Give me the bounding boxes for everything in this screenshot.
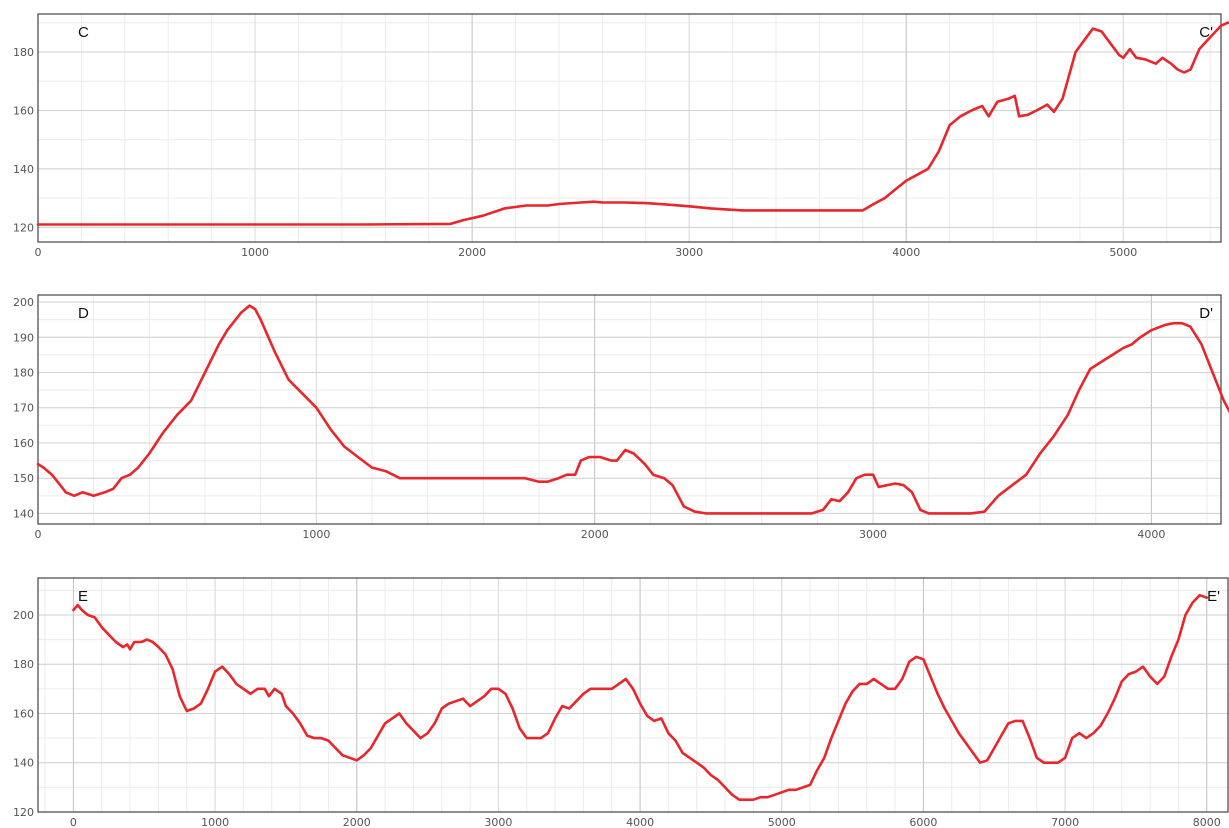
profile-chart-1: 0 1000 2000 3000 4000 5000 120 140 160 180 C C': [13, 13, 1229, 259]
x-tick-label: 7000: [1051, 816, 1079, 828]
x-tick-label: 1000: [302, 528, 330, 541]
x-tick-label: 3000: [484, 816, 512, 828]
plot-frame: [37, 294, 1222, 525]
y-tick-label: 180: [13, 367, 34, 380]
x-tick-label: 3000: [859, 528, 887, 541]
y-tick-label: 120: [13, 221, 34, 234]
x-tick-label: 3000: [675, 246, 703, 259]
x-tick-label: 4000: [1137, 528, 1165, 541]
plot-area: [38, 578, 1228, 812]
x-tick-label: 0: [35, 528, 42, 541]
y-tick-label: 160: [13, 104, 34, 117]
x-tick-label: 0: [70, 816, 77, 828]
y-tick-label: 150: [13, 472, 34, 485]
y-tick-label: 140: [13, 507, 34, 520]
x-tick-label: 6000: [909, 816, 937, 828]
y-tick-label: 170: [13, 402, 34, 415]
y-tick-label: 190: [13, 331, 34, 344]
y-tick-label: 140: [13, 757, 34, 770]
y-tick-label: 160: [13, 437, 34, 450]
plot-area: [38, 14, 1221, 242]
profile-end-label: E': [1207, 588, 1220, 605]
x-tick-label: 2000: [343, 816, 371, 828]
profile-end-label: C': [1199, 24, 1213, 41]
x-tick-label: 2000: [458, 246, 486, 259]
x-tick-label: 5000: [1109, 246, 1137, 259]
x-tick-label: 0: [35, 246, 42, 259]
elevation-profile-line: [36, 21, 1229, 226]
x-tick-label: 8000: [1193, 816, 1221, 828]
x-tick-label: 4000: [626, 816, 654, 828]
profile-end-label: D': [1199, 305, 1213, 322]
y-tick-label: 200: [13, 609, 34, 622]
plot-frame: [37, 577, 1229, 813]
x-tick-label: 4000: [892, 246, 920, 259]
y-tick-label: 120: [13, 806, 34, 819]
elevation-profile-line: [36, 304, 1229, 515]
x-tick-label: 1000: [241, 246, 269, 259]
x-tick-label: 2000: [581, 528, 609, 541]
y-tick-label: 180: [13, 46, 34, 59]
x-tick-label: 5000: [768, 816, 796, 828]
profile-start-label: C: [78, 24, 89, 41]
elevation-profile-line: [72, 593, 1209, 801]
y-tick-label: 200: [13, 296, 34, 309]
plot-frame: [37, 13, 1222, 243]
profile-start-label: D: [78, 305, 89, 322]
profile-chart-2: 0 1000 2000 3000 4000 140 150 160 170 180 190 200 D D…: [13, 294, 1229, 541]
profile-start-label: E: [78, 588, 88, 605]
y-tick-label: 180: [13, 658, 34, 671]
x-tick-label: 1000: [201, 816, 229, 828]
profile-chart-3: 0 1000 2000 3000 4000 5000 6000 7000 8000 120 140 1…: [13, 577, 1229, 828]
plot-area: [38, 295, 1221, 524]
y-tick-label: 140: [13, 163, 34, 176]
y-tick-label: 160: [13, 707, 34, 720]
